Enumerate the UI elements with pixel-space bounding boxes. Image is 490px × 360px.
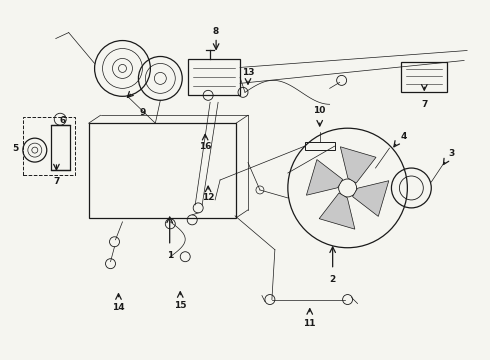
Text: 7: 7 <box>421 100 427 109</box>
Polygon shape <box>353 181 389 216</box>
Bar <box>305 142 335 150</box>
Bar <box>188 59 240 95</box>
Text: 6: 6 <box>60 116 66 125</box>
Text: 15: 15 <box>174 301 187 310</box>
Text: 14: 14 <box>112 303 125 312</box>
Text: 13: 13 <box>242 68 254 77</box>
Text: 4: 4 <box>400 132 407 141</box>
Text: 1: 1 <box>167 251 173 260</box>
Text: 2: 2 <box>330 275 336 284</box>
Text: 8: 8 <box>213 27 219 36</box>
Text: 9: 9 <box>139 108 146 117</box>
Polygon shape <box>319 193 355 229</box>
Bar <box>401 62 447 92</box>
Bar <box>23 117 74 175</box>
Polygon shape <box>306 159 343 195</box>
Text: 3: 3 <box>448 149 454 158</box>
Text: 12: 12 <box>202 193 215 202</box>
Text: 11: 11 <box>303 319 316 328</box>
Text: 5: 5 <box>12 144 18 153</box>
Text: 16: 16 <box>199 141 211 150</box>
Text: 10: 10 <box>314 106 326 115</box>
Polygon shape <box>341 147 376 183</box>
Bar <box>89 123 236 218</box>
Bar <box>51 125 70 170</box>
Text: 7: 7 <box>53 177 60 186</box>
